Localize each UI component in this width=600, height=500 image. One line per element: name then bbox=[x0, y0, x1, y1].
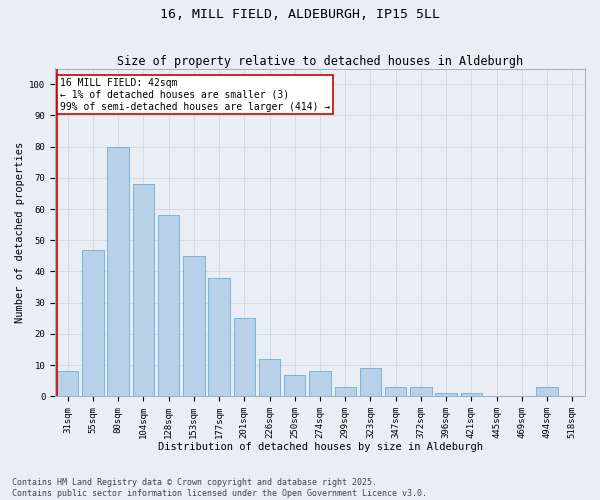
Bar bbox=[107, 146, 129, 396]
Bar bbox=[208, 278, 230, 396]
Bar bbox=[158, 216, 179, 396]
Bar bbox=[133, 184, 154, 396]
Bar bbox=[309, 372, 331, 396]
Bar bbox=[385, 387, 406, 396]
Y-axis label: Number of detached properties: Number of detached properties bbox=[15, 142, 25, 323]
Bar bbox=[436, 393, 457, 396]
Bar bbox=[57, 372, 79, 396]
Bar bbox=[259, 359, 280, 397]
Bar bbox=[82, 250, 104, 396]
Text: 16, MILL FIELD, ALDEBURGH, IP15 5LL: 16, MILL FIELD, ALDEBURGH, IP15 5LL bbox=[160, 8, 440, 20]
X-axis label: Distribution of detached houses by size in Aldeburgh: Distribution of detached houses by size … bbox=[158, 442, 482, 452]
Bar bbox=[233, 318, 255, 396]
Bar bbox=[335, 387, 356, 396]
Text: Contains HM Land Registry data © Crown copyright and database right 2025.
Contai: Contains HM Land Registry data © Crown c… bbox=[12, 478, 427, 498]
Text: 16 MILL FIELD: 42sqm
← 1% of detached houses are smaller (3)
99% of semi-detache: 16 MILL FIELD: 42sqm ← 1% of detached ho… bbox=[61, 78, 331, 112]
Bar bbox=[183, 256, 205, 396]
Bar bbox=[536, 387, 558, 396]
Title: Size of property relative to detached houses in Aldeburgh: Size of property relative to detached ho… bbox=[117, 56, 523, 68]
Bar bbox=[461, 393, 482, 396]
Bar bbox=[360, 368, 381, 396]
Bar bbox=[410, 387, 431, 396]
Bar bbox=[284, 374, 305, 396]
